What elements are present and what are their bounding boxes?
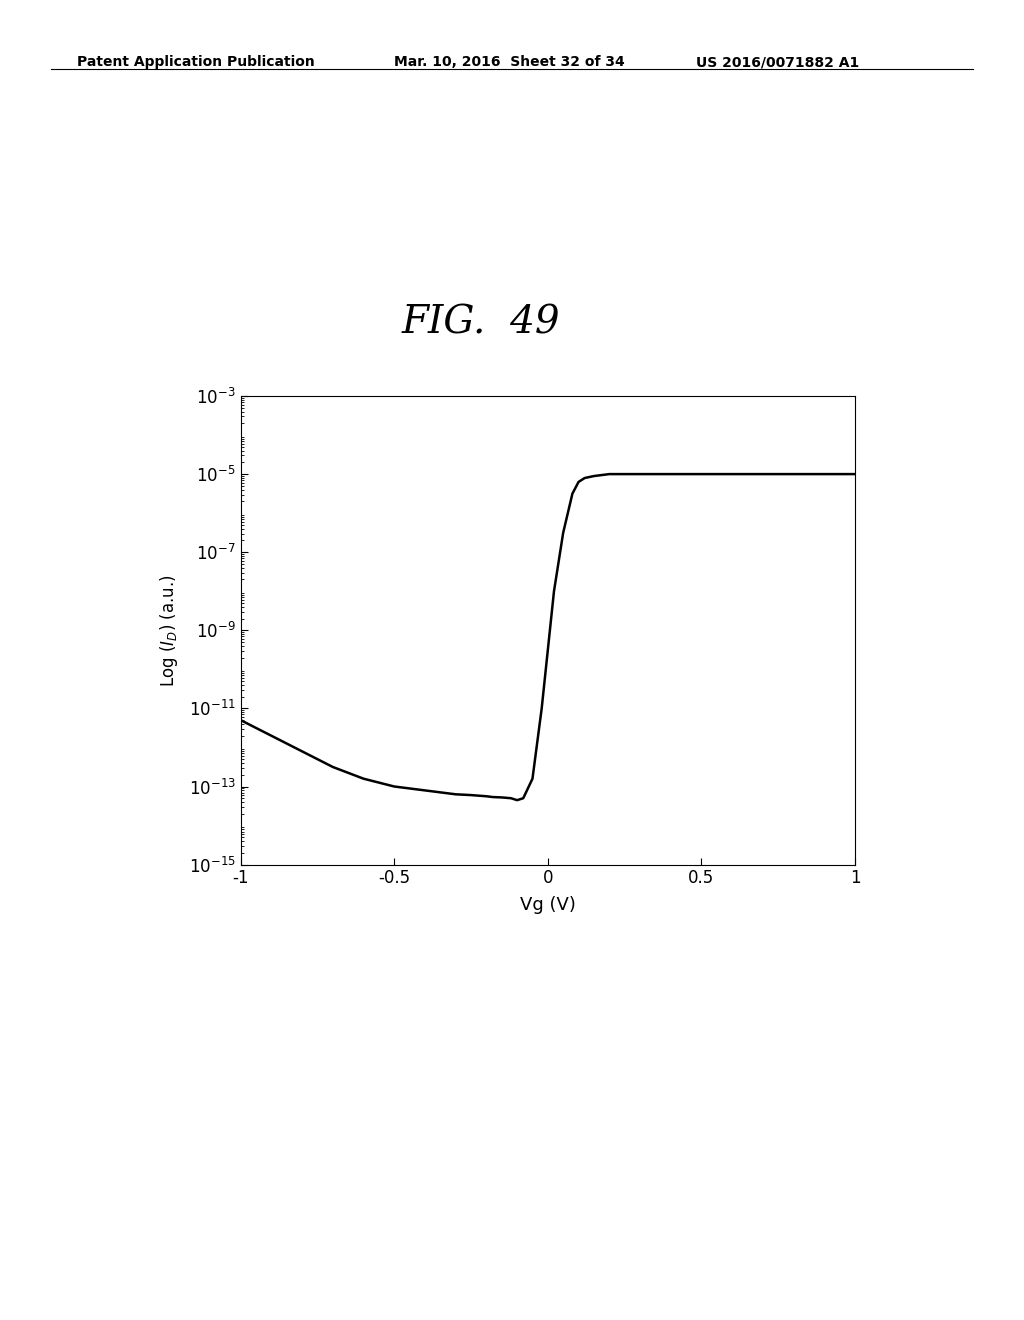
X-axis label: Vg (V): Vg (V) (520, 896, 575, 913)
Text: Patent Application Publication: Patent Application Publication (77, 55, 314, 70)
Text: US 2016/0071882 A1: US 2016/0071882 A1 (696, 55, 859, 70)
Text: FIG.  49: FIG. 49 (402, 305, 560, 342)
Y-axis label: Log ($I_D$) (a.u.): Log ($I_D$) (a.u.) (159, 574, 180, 686)
Text: Mar. 10, 2016  Sheet 32 of 34: Mar. 10, 2016 Sheet 32 of 34 (394, 55, 625, 70)
